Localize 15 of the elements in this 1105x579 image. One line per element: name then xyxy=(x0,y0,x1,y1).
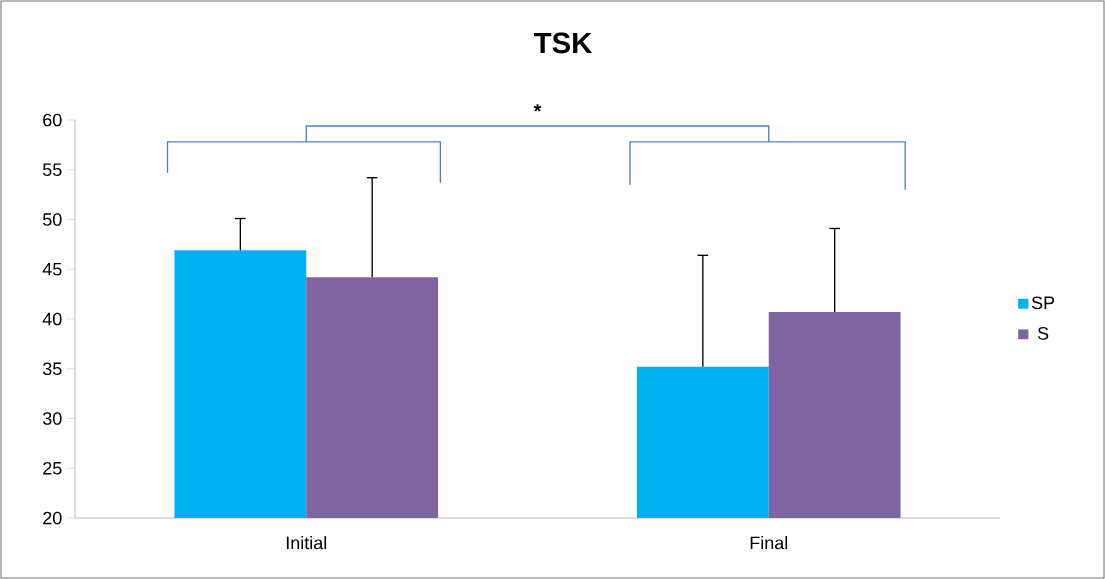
y-tick-label: 40 xyxy=(42,312,62,326)
y-tick-label: 55 xyxy=(42,163,62,177)
x-tick-label: Initial xyxy=(286,536,327,550)
y-tick-label: 50 xyxy=(42,213,62,226)
y-tick-label: 30 xyxy=(42,412,62,425)
y-tick-label: 25 xyxy=(43,461,62,475)
legend-label: SP xyxy=(1031,296,1055,310)
y-tick-label: 20 xyxy=(43,511,62,525)
x-tick-label: Final xyxy=(750,536,788,550)
text: * xyxy=(533,104,542,112)
chart-title: TSK xyxy=(534,32,593,54)
y-tick-label: 60 xyxy=(43,113,62,127)
y-tick-label: 45 xyxy=(42,262,62,276)
y-tick-label: 35 xyxy=(42,362,62,376)
legend-label: S xyxy=(1037,327,1049,340)
